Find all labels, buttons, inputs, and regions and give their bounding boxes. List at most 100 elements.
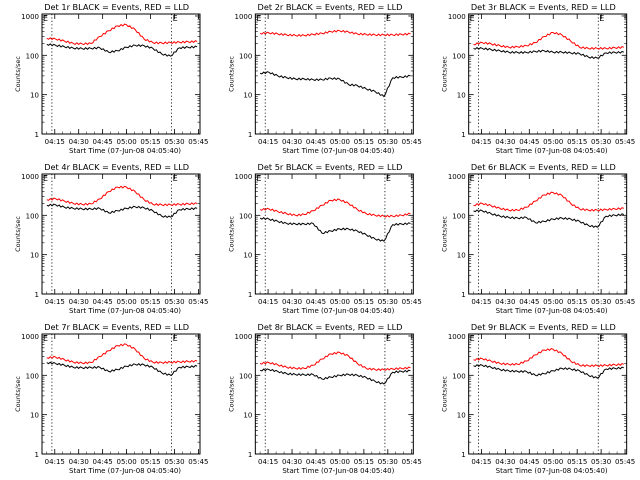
x-axis-label: Start Time (07-Jun-08 04:05:40) bbox=[282, 147, 394, 155]
x-axis-label: Start Time (07-Jun-08 04:05:40) bbox=[496, 147, 608, 155]
x-tick-label: 05:45 bbox=[615, 298, 635, 306]
x-tick-label: 04:30 bbox=[495, 458, 515, 466]
chart-title: Det 4r BLACK = Events, RED = LLD bbox=[44, 162, 189, 172]
x-tick-label: 05:30 bbox=[164, 298, 184, 306]
series-line bbox=[473, 32, 624, 50]
x-tick-label: 05:45 bbox=[615, 138, 635, 146]
series-line bbox=[473, 46, 624, 60]
y-tick-label: 1 bbox=[461, 451, 465, 459]
y-tick-label: 1 bbox=[35, 291, 39, 299]
panel: Det 3r BLACK = Events, RED = LLD Counts/s… bbox=[441, 2, 635, 155]
x-tick-label: 05:00 bbox=[116, 138, 136, 146]
corner-marker: E bbox=[386, 334, 391, 343]
series-line bbox=[46, 23, 198, 46]
y-tick-label: 1000 bbox=[235, 333, 253, 341]
x-tick-label: 05:15 bbox=[567, 458, 587, 466]
x-tick-label: 05:00 bbox=[330, 458, 350, 466]
x-tick-label: 05:45 bbox=[402, 298, 422, 306]
x-tick-label: 04:45 bbox=[519, 138, 539, 146]
y-tick-label: 10 bbox=[457, 412, 466, 420]
y-tick-label: 1 bbox=[461, 291, 465, 299]
x-tick-label: 05:00 bbox=[543, 138, 563, 146]
x-tick-label: 05:30 bbox=[591, 138, 611, 146]
x-tick-label: 05:15 bbox=[567, 138, 587, 146]
series-line bbox=[259, 217, 411, 242]
y-tick-label: 100 bbox=[26, 52, 39, 60]
corner-marker: E bbox=[173, 174, 178, 183]
chart-title: Det 8r BLACK = Events, RED = LLD bbox=[258, 322, 403, 332]
corner-marker: E bbox=[256, 174, 261, 183]
y-axis-label: Counts/sec bbox=[441, 216, 449, 252]
y-axis-label: Counts/sec bbox=[14, 216, 22, 252]
x-axis-label: Start Time (07-Jun-08 04:05:40) bbox=[496, 467, 608, 475]
panel: Det 8r BLACK = Events, RED = LLD Counts/s… bbox=[227, 322, 421, 475]
panel: Det 9r BLACK = Events, RED = LLD Counts/s… bbox=[441, 322, 635, 475]
x-tick-label: 04:15 bbox=[45, 138, 65, 146]
y-tick-label: 100 bbox=[239, 52, 252, 60]
y-tick-label: 1 bbox=[35, 451, 39, 459]
corner-marker: E bbox=[599, 334, 604, 343]
x-tick-label: 04:45 bbox=[519, 298, 539, 306]
series-line bbox=[46, 343, 198, 365]
series-line bbox=[46, 203, 198, 219]
y-axis-label: Counts/sec bbox=[441, 56, 449, 92]
y-tick-label: 1000 bbox=[448, 173, 466, 181]
chart-title: Det 6r BLACK = Events, RED = LLD bbox=[471, 162, 616, 172]
corner-marker: E bbox=[386, 174, 391, 183]
x-tick-label: 04:30 bbox=[69, 138, 89, 146]
y-tick-label: 100 bbox=[452, 52, 465, 60]
y-tick-label: 1000 bbox=[448, 13, 466, 21]
x-tick-label: 05:30 bbox=[164, 458, 184, 466]
x-axis-label: Start Time (07-Jun-08 04:05:40) bbox=[69, 307, 181, 315]
y-tick-label: 10 bbox=[30, 412, 39, 420]
x-axis-label: Start Time (07-Jun-08 04:05:40) bbox=[282, 467, 394, 475]
series-line bbox=[46, 43, 198, 57]
chart-title: Det 2r BLACK = Events, RED = LLD bbox=[258, 2, 403, 12]
panel: Det 1r BLACK = Events, RED = LLD Counts/s… bbox=[14, 2, 208, 155]
x-tick-label: 04:45 bbox=[306, 138, 326, 146]
x-tick-label: 04:30 bbox=[69, 298, 89, 306]
corner-marker: E bbox=[256, 14, 261, 23]
corner-marker: E bbox=[173, 14, 178, 23]
y-tick-label: 100 bbox=[452, 212, 465, 220]
x-tick-label: 04:45 bbox=[93, 458, 113, 466]
x-tick-label: 04:45 bbox=[306, 458, 326, 466]
y-axis-label: Counts/sec bbox=[441, 376, 449, 412]
x-tick-label: 05:30 bbox=[378, 138, 398, 146]
x-tick-label: 04:30 bbox=[282, 458, 302, 466]
series-line bbox=[46, 185, 198, 207]
panel: Det 4r BLACK = Events, RED = LLD Counts/s… bbox=[14, 162, 208, 315]
y-axis-label: Counts/sec bbox=[14, 376, 22, 412]
y-tick-label: 10 bbox=[30, 252, 39, 260]
x-tick-label: 04:15 bbox=[471, 298, 491, 306]
x-tick-label: 04:30 bbox=[282, 138, 302, 146]
x-tick-label: 05:15 bbox=[354, 298, 374, 306]
x-tick-label: 05:00 bbox=[543, 298, 563, 306]
corner-marker: E bbox=[470, 174, 475, 183]
panel: Det 5r BLACK = Events, RED = LLD Counts/s… bbox=[227, 162, 421, 315]
x-tick-label: 05:00 bbox=[330, 138, 350, 146]
y-tick-label: 100 bbox=[239, 212, 252, 220]
corner-marker: E bbox=[470, 14, 475, 23]
plot-frame bbox=[41, 173, 201, 295]
y-tick-label: 1000 bbox=[21, 13, 39, 21]
y-tick-label: 1000 bbox=[21, 333, 39, 341]
y-tick-label: 100 bbox=[452, 372, 465, 380]
x-tick-label: 04:30 bbox=[282, 298, 302, 306]
x-axis-label: Start Time (07-Jun-08 04:05:40) bbox=[282, 307, 394, 315]
plot-frame bbox=[41, 13, 201, 135]
corner-marker: E bbox=[43, 174, 48, 183]
x-tick-label: 04:30 bbox=[495, 138, 515, 146]
x-tick-label: 05:15 bbox=[567, 298, 587, 306]
x-tick-label: 05:00 bbox=[330, 298, 350, 306]
x-tick-label: 04:15 bbox=[471, 138, 491, 146]
x-tick-label: 05:30 bbox=[378, 298, 398, 306]
x-tick-label: 05:00 bbox=[116, 458, 136, 466]
x-tick-label: 04:45 bbox=[93, 298, 113, 306]
y-tick-label: 1 bbox=[248, 291, 252, 299]
y-tick-label: 1000 bbox=[21, 173, 39, 181]
y-tick-label: 100 bbox=[26, 372, 39, 380]
x-tick-label: 05:00 bbox=[543, 458, 563, 466]
y-tick-label: 10 bbox=[243, 252, 252, 260]
